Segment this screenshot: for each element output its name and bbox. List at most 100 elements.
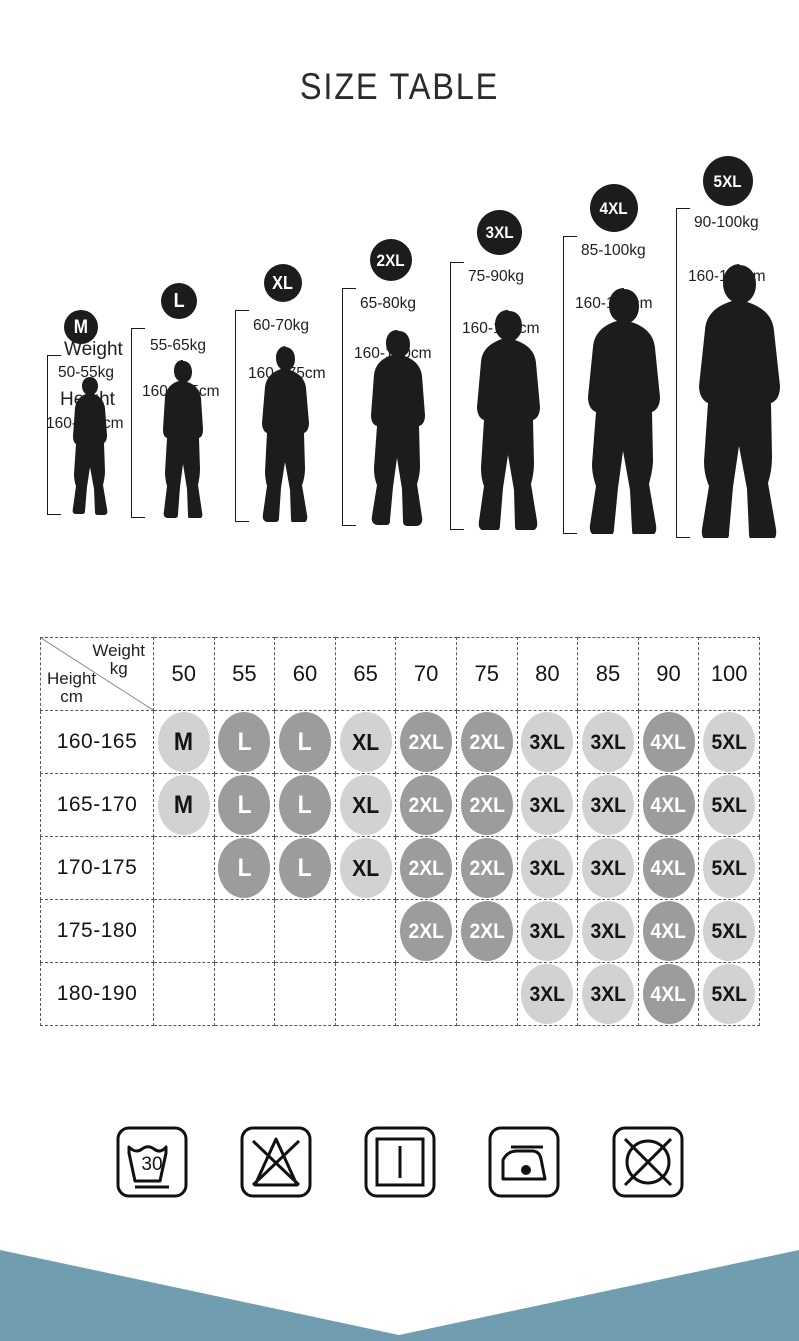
size-pill-4xl: 4XL — [642, 964, 695, 1024]
care-symbols-row: 30 — [0, 1125, 799, 1199]
size-pill-label: 5XL — [711, 793, 747, 817]
size-pill-3xl: 3XL — [521, 712, 574, 772]
corner-height-label: Height cm — [47, 669, 97, 707]
cell-180-190-70 — [395, 962, 457, 1026]
measure-bracket-4xl — [563, 236, 577, 534]
size-pill-label: 2XL — [408, 919, 444, 943]
col-header-65: 65 — [334, 637, 397, 711]
size-pill-label: L — [237, 853, 252, 882]
size-pill-label: 2XL — [408, 730, 444, 754]
col-header-55: 55 — [213, 637, 276, 711]
cell-180-190-80: 3XL — [516, 962, 579, 1026]
silhouette-l — [156, 358, 210, 518]
silhouette-3xl — [468, 308, 548, 530]
cell-160-165-60: L — [274, 710, 336, 774]
size-pill-label: XL — [352, 854, 380, 881]
size-pill-3xl: 3XL — [581, 712, 634, 772]
size-pill-m: M — [157, 775, 210, 835]
corner-weight-label: Weight kg — [92, 641, 145, 678]
cell-165-170-90: 4XL — [637, 773, 700, 837]
cell-160-165-55: L — [213, 710, 276, 774]
size-matrix-table: Weight kg Height cm 50 55 60 65 70 75 80… — [40, 637, 760, 1026]
size-pill-label: M — [174, 727, 194, 756]
size-pill-2xl: 2XL — [400, 901, 453, 961]
cell-170-175-75: 2XL — [455, 836, 518, 900]
size-pill-xl: XL — [339, 775, 392, 835]
table-corner-cell: Weight kg Height cm — [40, 637, 154, 711]
cell-175-180-90: 4XL — [637, 899, 700, 963]
cell-180-190-90: 4XL — [637, 962, 700, 1026]
size-pill-5xl: 5XL — [703, 964, 756, 1024]
size-pill-4xl: 4XL — [642, 775, 695, 835]
label-weight-caption-m: Weight — [64, 339, 123, 360]
size-pill-4xl: 4XL — [642, 901, 695, 961]
size-badge-2xl: 2XL — [370, 239, 412, 281]
cell-175-180-85: 3XL — [577, 899, 639, 963]
size-pill-l: L — [218, 775, 271, 835]
size-pill-5xl: 5XL — [703, 901, 756, 961]
label-weight-4xl: 85-100kg — [581, 242, 646, 259]
size-pill-label: L — [297, 853, 313, 882]
size-pill-label: 2XL — [408, 856, 444, 880]
cell-175-180-70: 2XL — [395, 899, 457, 963]
size-pill-2xl: 2XL — [400, 712, 453, 772]
size-pill-3xl: 3XL — [581, 964, 634, 1024]
size-pill-3xl: 3XL — [581, 775, 634, 835]
footer-chevron-decoration — [0, 1250, 799, 1341]
size-pill-l: L — [218, 712, 271, 772]
size-pill-label: 3XL — [529, 730, 566, 754]
size-pill-label: L — [297, 727, 313, 756]
cell-175-180-75: 2XL — [455, 899, 518, 963]
cell-160-165-65: XL — [334, 710, 397, 774]
col-header-60: 60 — [274, 637, 336, 711]
silhouette-5xl — [688, 262, 792, 538]
cell-175-180-55 — [213, 899, 276, 963]
label-weight-m: 50-55kg — [58, 364, 115, 381]
cell-180-190-65 — [334, 962, 397, 1026]
size-silhouette-board: M Weight 50-55kg Height 160-170cm L 55-6… — [0, 140, 799, 560]
table-row: 175-180 2XL 2XL 3XL 3XL 4XL 5XL — [40, 899, 760, 963]
size-pill-label: 5XL — [711, 856, 747, 880]
drip-dry-icon — [364, 1126, 435, 1198]
size-pill-xl: XL — [339, 712, 392, 772]
size-pill-label: 2XL — [469, 730, 505, 754]
cell-175-180-65 — [334, 899, 397, 963]
cell-165-170-60: L — [274, 773, 336, 837]
size-pill-label: XL — [352, 791, 380, 818]
measure-bracket-xl — [235, 310, 249, 522]
size-pill-5xl: 5XL — [703, 838, 756, 898]
size-pill-l: L — [278, 712, 331, 772]
size-pill-label: L — [237, 727, 252, 756]
size-pill-label: 2XL — [469, 856, 505, 880]
size-pill-label: L — [237, 790, 252, 819]
size-pill-label: 3XL — [529, 919, 566, 943]
size-pill-3xl: 3XL — [521, 775, 574, 835]
cell-160-165-85: 3XL — [577, 710, 639, 774]
size-pill-label: XL — [352, 728, 380, 755]
size-pill-label: 4XL — [650, 730, 687, 754]
size-pill-2xl: 2XL — [400, 838, 453, 898]
size-badge-xl: XL — [264, 264, 302, 302]
silhouette-xl — [255, 344, 317, 522]
cell-165-170-80: 3XL — [516, 773, 579, 837]
size-pill-label: 3XL — [590, 730, 626, 754]
measure-bracket-l — [131, 328, 145, 518]
cell-170-175-60: L — [274, 836, 336, 900]
cell-180-190-55 — [213, 962, 276, 1026]
cell-170-175-100: 5XL — [698, 836, 760, 900]
cell-180-190-75 — [455, 962, 518, 1026]
size-badge-4xl: 4XL — [590, 184, 638, 232]
iron-low-heat-icon — [488, 1126, 559, 1198]
size-badge-3xl: 3XL — [477, 210, 522, 255]
col-header-90: 90 — [637, 637, 700, 711]
corner-diagonal-icon — [41, 638, 153, 710]
size-pill-label: 3XL — [590, 856, 626, 880]
silhouette-m — [66, 375, 114, 515]
size-pill-label: 3XL — [590, 982, 626, 1006]
wash-30-icon: 30 — [116, 1126, 187, 1198]
size-pill-label: 4XL — [650, 856, 687, 880]
size-pill-label: 3XL — [590, 793, 626, 817]
size-pill-3xl: 3XL — [581, 838, 634, 898]
cell-160-165-100: 5XL — [698, 710, 760, 774]
size-pill-label: 3XL — [590, 919, 626, 943]
